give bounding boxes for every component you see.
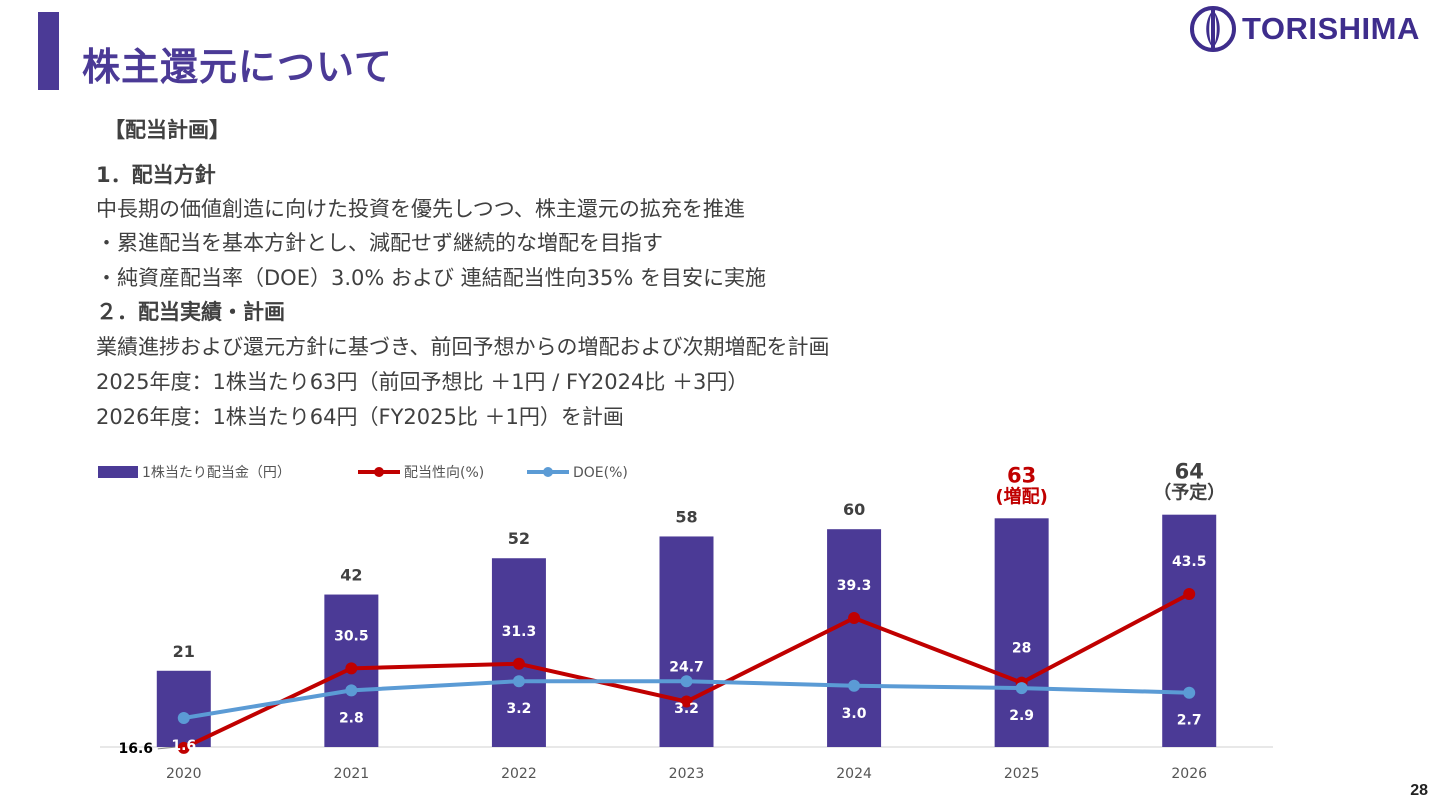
legend-marker-doe	[543, 467, 553, 477]
dividend-label-2021: 42	[340, 566, 362, 585]
x-tick-2022: 2022	[501, 766, 537, 782]
doe-label-2026: 2.7	[1177, 713, 1202, 729]
logo-text: TORISHIMA	[1242, 11, 1420, 46]
payout-label-2026: 43.5	[1172, 554, 1207, 570]
payout-label-2024: 39.3	[837, 578, 872, 594]
dividend-bar-2024	[827, 529, 882, 747]
legend-marker-payout	[374, 467, 384, 477]
payout-point-2026	[1183, 588, 1196, 600]
page-title: 株主還元について	[82, 45, 393, 89]
dividend-label-2025: 63	[1007, 463, 1036, 487]
company-logo: TORISHIMA	[1190, 4, 1420, 54]
payout-point-2024	[848, 612, 861, 625]
dividend-label-2022: 52	[508, 529, 530, 548]
doe-point-2023	[680, 675, 693, 688]
x-tick-2025: 2025	[1004, 766, 1040, 782]
payout-point-2020	[177, 741, 190, 754]
doe-label-2020: 1.6	[171, 738, 196, 754]
dividend-label-2020: 21	[173, 642, 195, 661]
payout-point-2022	[512, 657, 525, 670]
payout-label-2022: 31.3	[502, 624, 537, 640]
annotation-2025: (増配)	[995, 485, 1047, 507]
title-accent-bar	[38, 12, 59, 90]
torishima-logo-icon	[1190, 6, 1236, 52]
payout-leader-2020	[157, 746, 178, 750]
results-line: 2026年度：1株当たり64円（FY2025比 ＋1円）を計画	[96, 405, 624, 429]
payout-label-2023: 24.7	[669, 660, 704, 676]
payout-point-2023	[680, 695, 693, 708]
policy-bullet: ・純資産配当率（DOE）3.0% および 連結配当性向35% を目安に実施	[96, 266, 767, 290]
legend-label-dividend: 1株当たり配当金（円）	[142, 465, 291, 481]
doe-point-2025	[1015, 682, 1028, 695]
dividend-bar-2025	[994, 518, 1049, 747]
section-title: 【配当計画】	[104, 118, 230, 142]
results-line: 業績進捗および還元方針に基づき、前回予想からの増配および次期増配を計画	[96, 335, 830, 359]
x-tick-2020: 2020	[166, 766, 202, 782]
doe-point-2020	[177, 712, 190, 724]
x-tick-2026: 2026	[1171, 766, 1207, 782]
doe-point-2024	[848, 679, 861, 692]
policy-heading: 1．配当方針	[96, 163, 216, 187]
payout-label-2021: 30.5	[334, 628, 369, 644]
payout-label-2020: 16.6	[119, 741, 154, 757]
doe-label-2024: 3.0	[842, 706, 867, 722]
doe-point-2026	[1183, 686, 1196, 699]
doe-label-2022: 3.2	[507, 701, 532, 717]
x-tick-2024: 2024	[836, 766, 872, 782]
dividend-bar-2023	[659, 536, 714, 747]
doe-point-2022	[512, 675, 525, 688]
doe-point-2021	[345, 684, 358, 697]
dividend-bar-2022	[491, 558, 546, 747]
dividend-chart: 21 42 52 58 60 63 64 (増配) （予定） 2020 2021 2022 2023 20…	[98, 460, 1273, 782]
dividend-label-2023: 58	[675, 507, 697, 526]
dividend-bar-2020	[156, 670, 211, 747]
legend-label-payout: 配当性向(%)	[404, 465, 484, 481]
results-heading: ２．配当実績・計画	[96, 300, 285, 324]
results-line: 2025年度：1株当たり63円（前回予想比 ＋1円 / FY2024比 ＋3円）	[96, 370, 749, 394]
page-number: 28	[1410, 782, 1428, 799]
policy-bullet: ・累進配当を基本方針とし、減配せず継続的な増配を目指す	[96, 231, 663, 255]
legend-swatch-dividend	[98, 466, 138, 478]
dividend-label-2026: 64	[1175, 460, 1204, 484]
annotation-2026: （予定）	[1153, 482, 1225, 504]
payout-point-2021	[345, 662, 358, 675]
legend-label-doe: DOE(%)	[573, 465, 628, 481]
doe-label-2025: 2.9	[1009, 708, 1034, 724]
dividend-bar-2026	[1162, 514, 1217, 747]
x-tick-2023: 2023	[669, 766, 705, 782]
payout-label-2025: 28	[1012, 641, 1031, 657]
policy-line: 中長期の価値創造に向けた投資を優先しつつ、株主還元の拡充を推進	[96, 197, 745, 221]
x-tick-2021: 2021	[334, 766, 370, 782]
dividend-label-2024: 60	[843, 500, 865, 519]
doe-label-2023: 3.2	[674, 701, 699, 717]
doe-label-2021: 2.8	[339, 710, 364, 726]
